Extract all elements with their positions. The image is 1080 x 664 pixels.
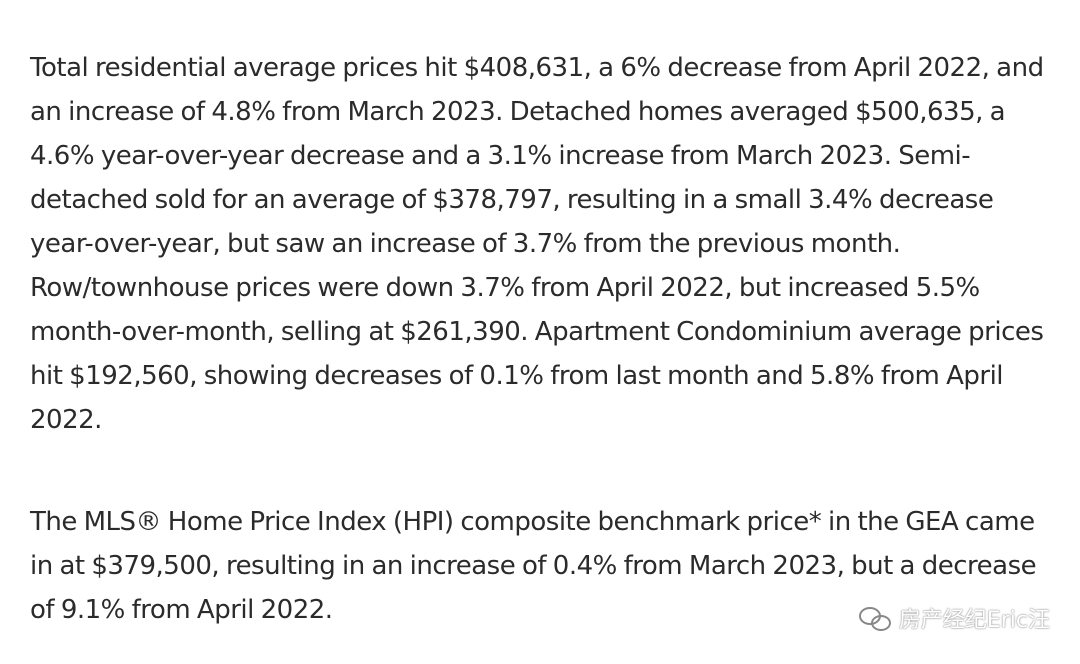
watermark-text: 房产经纪Eric汪 [898,608,1050,633]
wechat-icon [858,605,891,631]
paragraph-prices: Total residential average prices hit $40… [30,53,1044,435]
article-body: Total residential average prices hit $40… [30,46,1052,632]
paragraph-hpi: The MLS® Home Price Index (HPI) composit… [30,507,1037,625]
watermark: 房产经纪Eric汪 [858,602,1050,634]
